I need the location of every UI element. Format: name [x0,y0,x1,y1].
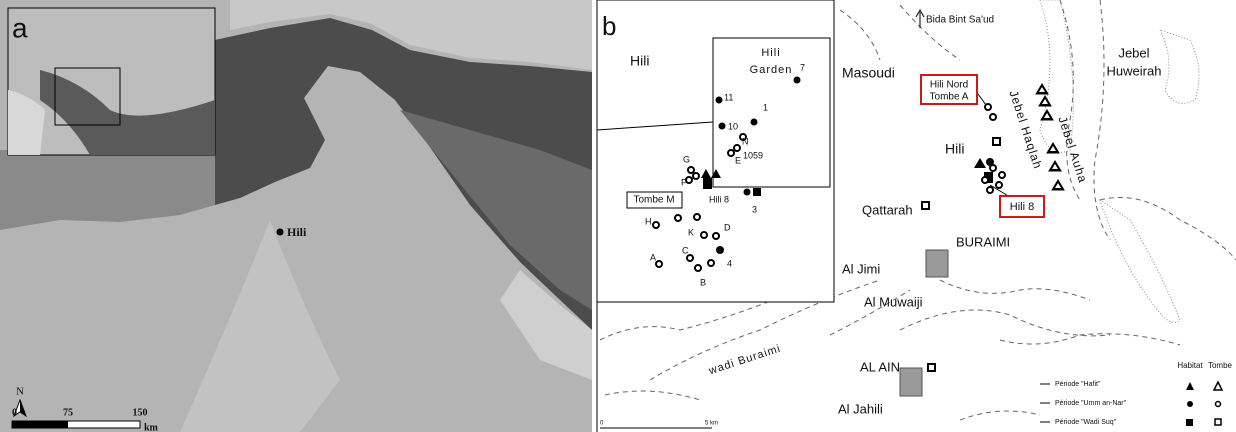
site-label: 7 [800,62,805,72]
site-label: C [682,245,689,255]
legend-label: Période "Hafit" [1055,381,1101,388]
panel-b-map [596,0,1236,432]
place-label: Al Jahili [838,401,883,416]
place-label: Qattarah [862,202,913,217]
place-label: Huweirah [1107,63,1162,78]
panel-a-map [0,0,592,432]
place-label: Al Muwaiji [864,294,923,309]
place-label: Hili [945,141,964,157]
place-label: Bida Bint Sa'ud [926,15,994,26]
scale-label: 75 [63,407,73,418]
site-label: E [735,155,741,165]
scale-unit: km [144,422,159,432]
legend-header: Habitat [1177,361,1203,370]
site-label: Hili 8 [709,194,729,204]
place-label: Masoudi [842,65,895,81]
site-label: K [688,227,694,237]
site-label: A [650,252,656,262]
north-label: N [16,386,24,398]
site-label: 1 [763,102,768,112]
panel-label: b [602,11,616,41]
scale-label: 150 [133,407,148,418]
site-label: 4 [727,258,732,268]
site-label: 11 [724,92,733,102]
legend-label: Période "Wadi Suq" [1055,419,1117,426]
panel-label: a [12,12,28,43]
site-label: 10 [728,121,738,131]
place-label: AL AIN [860,359,900,374]
scale-label: 0 [600,421,604,427]
legend-header: Tombe [1208,361,1233,370]
site-label: N [742,136,749,146]
scale-label: 0 [12,407,17,418]
site-label: 3 [752,204,757,214]
site-label: 1059 [743,150,763,160]
place-label: Hili Nord [930,80,968,91]
scale-label: 5 km [705,421,718,427]
place-label: Hili 8 [1010,201,1034,213]
garden-label: Hili [761,47,780,59]
site-label: G [683,154,690,164]
site-label: Tombe M [633,195,674,206]
place-label: Al Jimi [842,261,880,276]
site-label: H [645,216,652,226]
inset-title: Hili [630,53,649,69]
site-label: F [681,177,687,187]
site-label: Hili [287,225,307,239]
site-label: D [724,222,731,232]
garden-label: Garden [750,64,793,76]
place-label: Tombe A [930,92,969,103]
legend-label: Période "Umm an-Nar" [1055,400,1127,407]
place-label: Jebel [1118,45,1149,60]
site-label: B [700,277,706,287]
place-label: BURAIMI [956,234,1010,249]
